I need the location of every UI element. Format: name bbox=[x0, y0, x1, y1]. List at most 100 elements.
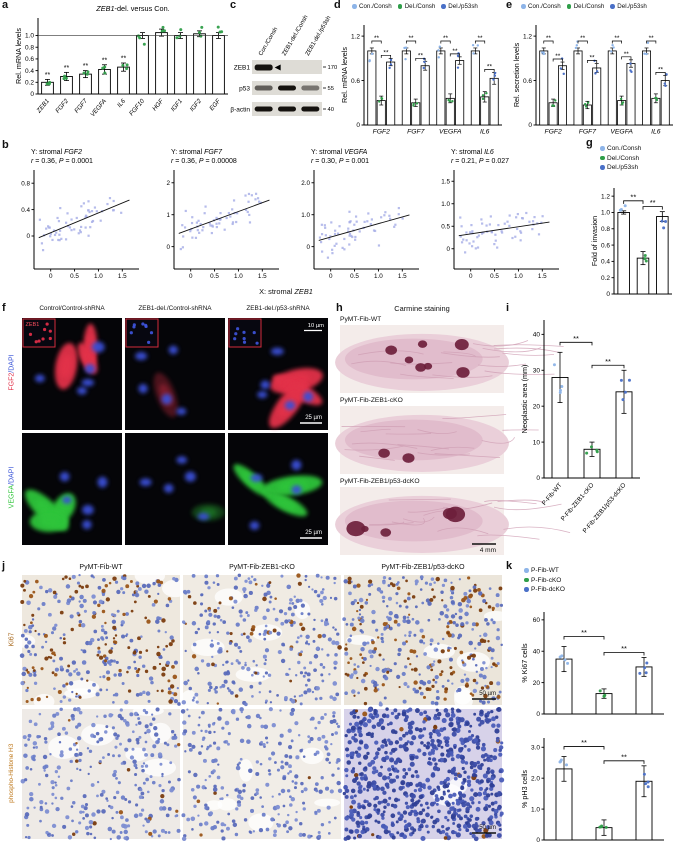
svg-text:0.8: 0.8 bbox=[21, 180, 30, 187]
svg-text:25 µm: 25 µm bbox=[305, 530, 322, 536]
ihc-image-ph3-cko bbox=[180, 707, 343, 842]
svg-text:FGF10: FGF10 bbox=[128, 97, 146, 117]
column-header: ZEB1-del./p53-shRNA bbox=[246, 305, 310, 312]
svg-text:ZEB1: ZEB1 bbox=[26, 322, 40, 328]
svg-text:**: ** bbox=[555, 53, 561, 60]
svg-text:50 µm: 50 µm bbox=[479, 825, 496, 831]
if-image-fgf2-zeb1del bbox=[125, 318, 225, 430]
svg-text:VEGFA: VEGFA bbox=[610, 129, 633, 136]
legend-panel-d: Con./Consh Del./Consh Del./p53sh bbox=[352, 3, 478, 10]
svg-text:VEGFA: VEGFA bbox=[439, 129, 462, 136]
svg-text:1.5: 1.5 bbox=[258, 273, 267, 280]
svg-text:0: 0 bbox=[536, 837, 540, 844]
column-header: PyMT-Fib-WT bbox=[79, 564, 123, 571]
svg-text:r = 0.36, P = 0.00008: r = 0.36, P = 0.00008 bbox=[171, 158, 237, 165]
row-label-vegfa-dapi: VEGFA/DAPI bbox=[9, 448, 16, 528]
svg-text:40: 40 bbox=[533, 332, 541, 339]
scatter-fgf2: 0 0.4 0.8 0 0.5 1.0 1.5 Y: stromal FGF2 r = 0.36… bbox=[21, 149, 139, 280]
panel-letter-j: j bbox=[2, 560, 6, 572]
legend-item: Del./Consh bbox=[600, 155, 641, 162]
svg-text:HGF: HGF bbox=[151, 97, 166, 113]
svg-text:1: 1 bbox=[166, 212, 170, 219]
row-label-phospho-histone-h3: phospho-Histone H3 bbox=[7, 743, 15, 803]
svg-text:Rel. mRNA levels: Rel. mRNA levels bbox=[14, 28, 23, 84]
legend-panel-g: Con./Consh Del./Consh Del./p53sh bbox=[600, 145, 641, 171]
panel-letter-i: i bbox=[506, 302, 510, 314]
svg-text:r = 0.30, P = 0.001: r = 0.30, P = 0.001 bbox=[311, 158, 369, 165]
svg-text:1.0: 1.0 bbox=[531, 806, 540, 813]
svg-text:30: 30 bbox=[533, 367, 541, 374]
if-image-vegfa-control bbox=[22, 433, 122, 545]
if-image-fgf2-zeb1del-p53sh: 10 µm 25 µm bbox=[228, 318, 328, 430]
svg-text:20: 20 bbox=[533, 680, 541, 687]
panel-letter-g: g bbox=[586, 137, 593, 149]
svg-text:0.5: 0.5 bbox=[350, 273, 359, 280]
svg-text:Y: stromal VEGFA: Y: stromal VEGFA bbox=[311, 149, 368, 156]
svg-text:EGF: EGF bbox=[208, 97, 222, 112]
if-image-vegfa-zeb1del bbox=[125, 433, 225, 545]
svg-text:Y: stromal FGF7: Y: stromal FGF7 bbox=[171, 149, 223, 156]
svg-text:1.0: 1.0 bbox=[25, 33, 34, 40]
svg-text:**: ** bbox=[581, 628, 587, 637]
svg-text:50 µm: 50 µm bbox=[479, 691, 496, 697]
svg-text:1.2: 1.2 bbox=[351, 33, 360, 40]
svg-text:0.5: 0.5 bbox=[490, 273, 499, 280]
svg-text:1.5: 1.5 bbox=[118, 273, 127, 280]
svg-text:0: 0 bbox=[166, 244, 170, 251]
svg-text:0.6: 0.6 bbox=[523, 78, 532, 85]
svg-text:IL6: IL6 bbox=[116, 97, 127, 109]
svg-text:FGF7: FGF7 bbox=[407, 129, 425, 136]
ihc-image-ph3-dcko: 50 µm bbox=[342, 706, 505, 842]
svg-text:**: ** bbox=[121, 56, 127, 63]
svg-text:**: ** bbox=[605, 357, 611, 366]
legend-dot-icon bbox=[524, 568, 529, 573]
svg-text:IL6: IL6 bbox=[651, 129, 661, 136]
svg-text:p53: p53 bbox=[239, 86, 250, 93]
panel-letter-h: h bbox=[336, 302, 343, 314]
legend-label: Del./Consh bbox=[404, 3, 436, 10]
legend-label: P-Fib-dcKO bbox=[531, 586, 565, 593]
bar-chart-ki67-percent: 0 20 40 60 % Ki67 cells ** ** bbox=[520, 612, 664, 718]
legend-dot-icon bbox=[524, 587, 529, 592]
legend-dot-icon bbox=[600, 146, 605, 151]
svg-text:1.5: 1.5 bbox=[538, 273, 547, 280]
svg-text:ZEB1-del. versus Con.: ZEB1-del. versus Con. bbox=[95, 4, 169, 13]
svg-text:10: 10 bbox=[533, 439, 541, 446]
legend-dot-icon bbox=[600, 155, 605, 161]
svg-text:β-actin: β-actin bbox=[230, 107, 250, 114]
legend-dot-icon bbox=[600, 165, 605, 170]
legend-item: Del./p53sh bbox=[600, 164, 641, 171]
svg-text:2: 2 bbox=[166, 180, 170, 187]
column-header: PyMT-Fib-ZEB1-cKO bbox=[229, 564, 295, 571]
svg-text:0.5: 0.5 bbox=[70, 273, 79, 280]
carmine-label-wt: PyMT-Fib-WT bbox=[340, 316, 382, 323]
svg-text:ZEB1-del./Consh: ZEB1-del./Consh bbox=[282, 14, 310, 57]
x-axis-label-prefix: X: stromal bbox=[259, 287, 295, 296]
svg-text:**: ** bbox=[621, 644, 627, 653]
svg-text:**: ** bbox=[546, 35, 552, 42]
svg-text:1.5: 1.5 bbox=[441, 178, 450, 185]
legend-item: Con./Consh bbox=[352, 3, 392, 10]
ihc-image-ki67-dcko: 50 µm bbox=[342, 575, 508, 711]
carmine-label-dcko: PyMT-Fib-ZEB1/p53-dcKO bbox=[340, 478, 420, 485]
svg-text:**: ** bbox=[443, 35, 449, 42]
svg-text:Y: stromal IL6: Y: stromal IL6 bbox=[451, 149, 494, 156]
svg-text:**: ** bbox=[590, 55, 596, 62]
panel-letter-a: a bbox=[2, 0, 9, 11]
svg-text:60: 60 bbox=[533, 617, 541, 624]
ihc-image-ki67-cko bbox=[180, 573, 342, 712]
column-header: Control/Control-shRNA bbox=[39, 305, 105, 312]
svg-text:1.2: 1.2 bbox=[523, 33, 532, 40]
panel-letter-c: c bbox=[230, 0, 237, 11]
legend-dot-icon bbox=[397, 4, 403, 9]
svg-text:0: 0 bbox=[469, 273, 473, 280]
svg-text:**: ** bbox=[624, 51, 630, 58]
svg-text:Con./Consh: Con./Consh bbox=[258, 27, 279, 57]
svg-text:Fold of invasion: Fold of invasion bbox=[590, 216, 599, 266]
legend-dot-icon bbox=[566, 4, 572, 9]
svg-text:FGF2: FGF2 bbox=[373, 129, 391, 136]
svg-text:ZEB1: ZEB1 bbox=[234, 65, 251, 72]
svg-text:IL6: IL6 bbox=[480, 129, 490, 136]
svg-text:1.0: 1.0 bbox=[441, 201, 450, 208]
